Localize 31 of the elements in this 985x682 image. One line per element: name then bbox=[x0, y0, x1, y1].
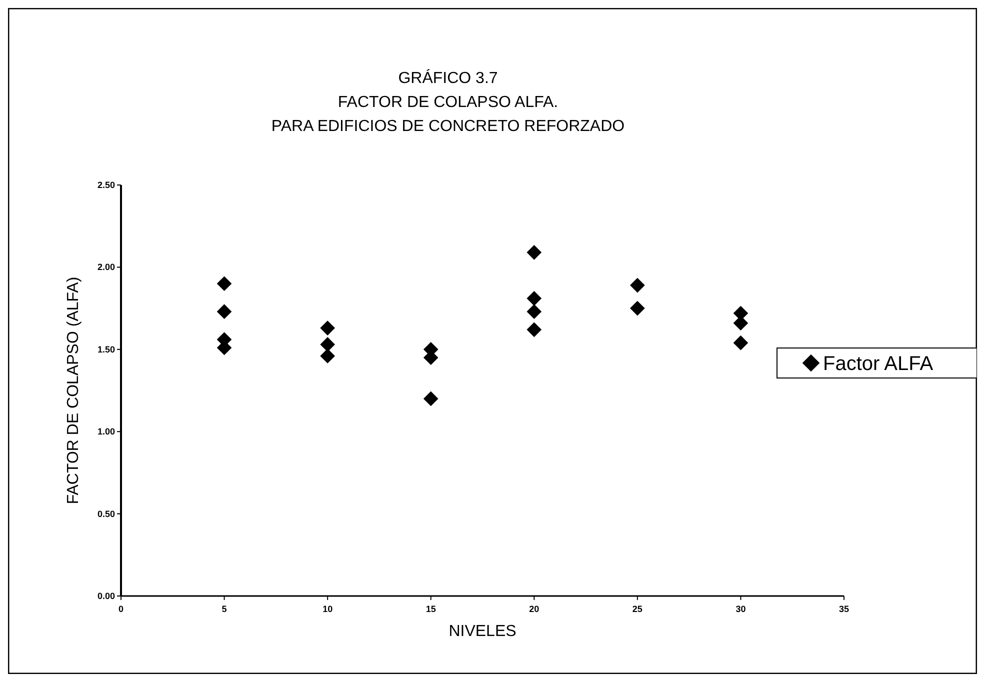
x-axis-title: NIVELES bbox=[448, 623, 516, 640]
point bbox=[733, 335, 748, 350]
y-axis-title: FACTOR DE COLAPSO (ALFA) bbox=[65, 276, 82, 504]
point bbox=[320, 348, 335, 364]
point bbox=[216, 304, 232, 320]
point bbox=[423, 391, 438, 406]
x-tick-label: 35 bbox=[838, 604, 850, 614]
x-tick-label: 20 bbox=[529, 604, 540, 614]
y-tick-label: 2.50 bbox=[97, 180, 115, 190]
point bbox=[630, 278, 645, 293]
point bbox=[526, 322, 542, 338]
x-tick-label: 0 bbox=[118, 604, 124, 614]
y-tick-label: 1.50 bbox=[97, 344, 115, 354]
y-tick-label: 0.50 bbox=[97, 508, 115, 519]
x-tick-label: 25 bbox=[632, 604, 642, 614]
y-tick-label: 2.00 bbox=[97, 262, 115, 272]
chart-title: GRÁFICO 3.7 FACTOR DE COLAPSO ALFA. PARA EDIFICIOS DE CONCRETO REFORZADO bbox=[271, 69, 625, 135]
x-tick-label: 5 bbox=[222, 604, 227, 614]
legend-label: Factor ALFA bbox=[823, 353, 934, 375]
point bbox=[320, 337, 335, 352]
y-tick-label: 0.00 bbox=[97, 591, 115, 601]
point bbox=[526, 244, 542, 260]
point bbox=[526, 304, 542, 320]
x-tick-label: 30 bbox=[736, 604, 746, 614]
y-tick-label: 1.00 bbox=[97, 426, 115, 437]
point bbox=[526, 291, 542, 306]
point bbox=[320, 320, 335, 336]
point bbox=[216, 276, 232, 292]
point bbox=[630, 300, 645, 316]
x-tick-label: 10 bbox=[322, 604, 333, 614]
x-tick-label: 15 bbox=[426, 604, 436, 614]
